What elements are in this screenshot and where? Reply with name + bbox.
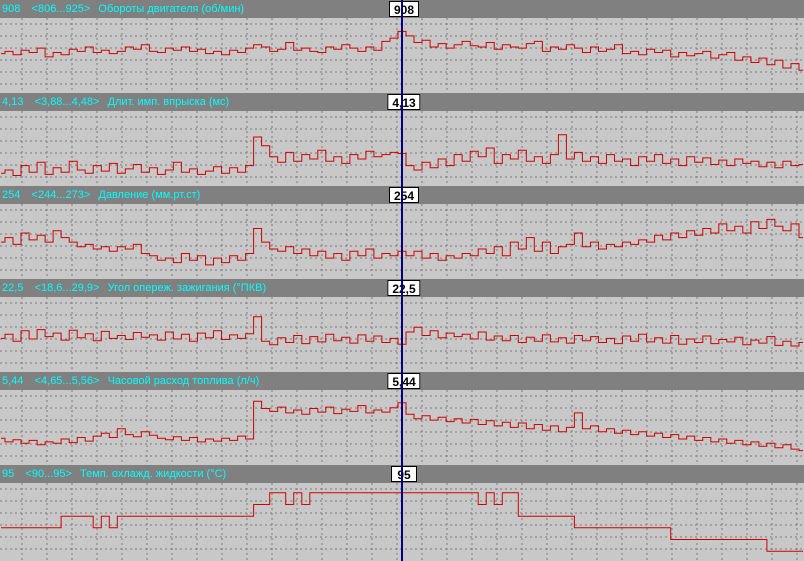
- cursor-value-badge: 908: [388, 1, 420, 17]
- series-label: Давление (мм.рт.ст): [98, 189, 201, 201]
- series-label: Обороты двигателя (об/мин): [98, 3, 245, 15]
- value-range: <3,88...4,48>: [34, 96, 100, 108]
- cursor-value-badge: 22,5: [387, 280, 421, 296]
- current-value: 5,44: [2, 375, 24, 387]
- cursor-value-badge: 254: [388, 187, 420, 203]
- series-label: Угол опереж. зажигания (°ПКВ): [107, 282, 267, 294]
- time-cursor[interactable]: [401, 0, 403, 561]
- current-value: 22,5: [2, 282, 24, 294]
- series-label: Длит. имп. впрыска (мс): [107, 96, 230, 108]
- value-range: <806...925>: [31, 3, 91, 15]
- current-value: 4,13: [2, 96, 24, 108]
- value-range: <244...273>: [31, 189, 91, 201]
- value-range: <18,6...29,9>: [34, 282, 100, 294]
- current-value: 908: [2, 3, 21, 15]
- series-label: Темп. охлажд. жидкости (°С): [80, 468, 227, 480]
- cursor-value-badge: 5,44: [387, 373, 421, 389]
- series-label: Часовой расход топлива (л/ч): [107, 375, 260, 387]
- series-line: [1, 492, 803, 552]
- value-range: <4,65...5,56>: [34, 375, 100, 387]
- cursor-value-badge: 95: [391, 466, 417, 482]
- value-range: <90...95>: [25, 468, 72, 480]
- current-value: 95: [2, 468, 15, 480]
- current-value: 254: [2, 189, 21, 201]
- cursor-value-badge: 4,13: [387, 94, 421, 110]
